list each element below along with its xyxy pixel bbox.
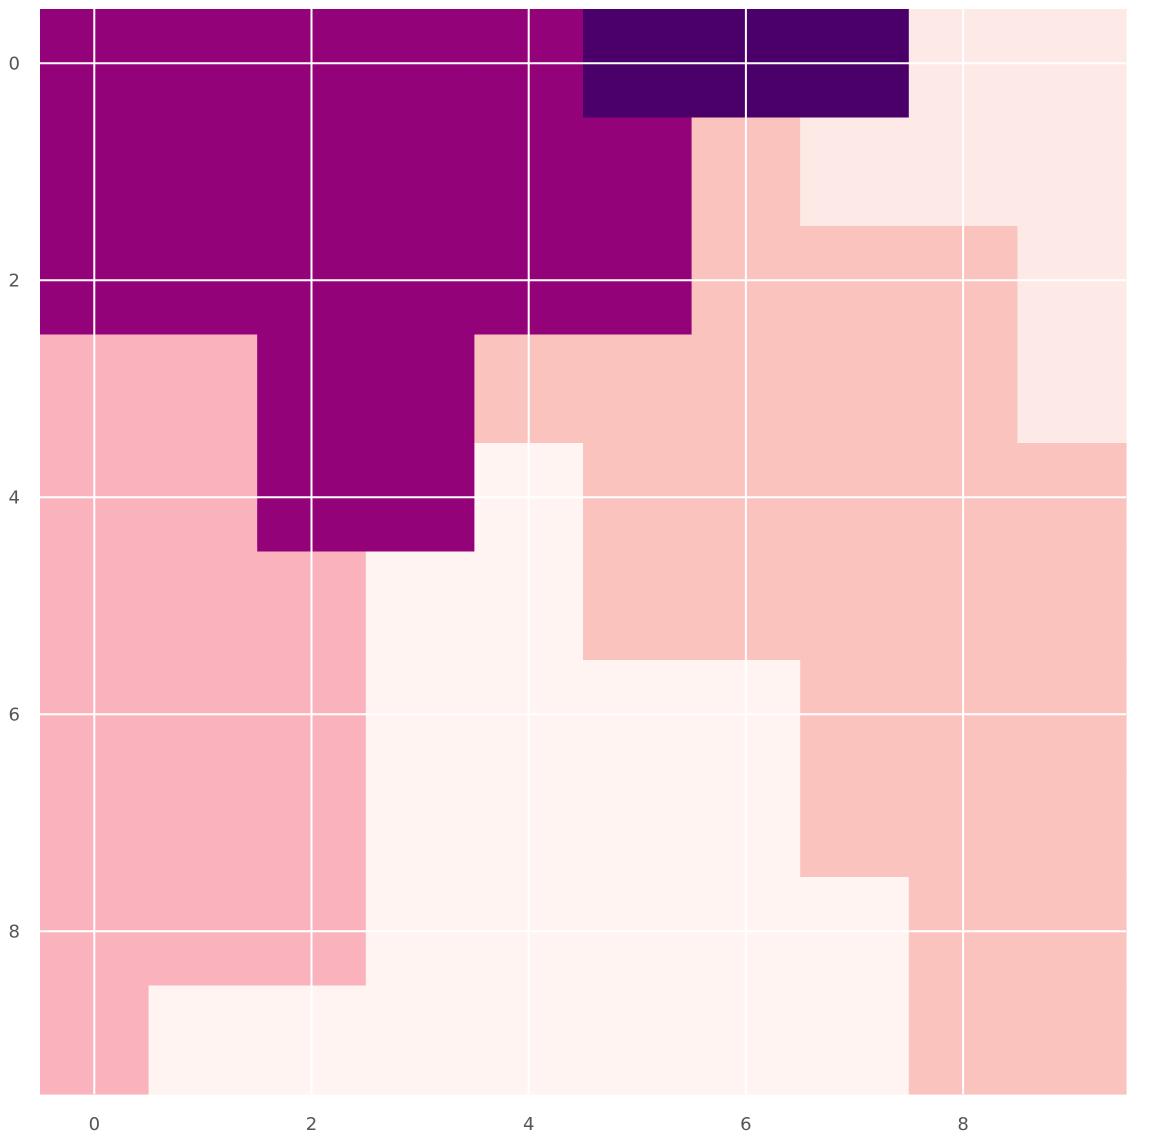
y-tick-label: 0 xyxy=(9,53,20,74)
x-tick-label: 4 xyxy=(523,1114,534,1135)
heatmap-cell xyxy=(148,985,258,1095)
heatmap-cell xyxy=(800,768,910,878)
heatmap-cell xyxy=(1017,551,1127,661)
heatmap-cell xyxy=(365,334,475,444)
x-tick-label: 6 xyxy=(740,1114,751,1135)
heatmap-cell xyxy=(148,117,258,227)
heatmap-cell xyxy=(583,117,693,227)
x-axis-ticks: 0 2 4 6 8 xyxy=(89,1114,969,1135)
heatmap-cell xyxy=(148,334,258,444)
heatmap-cell xyxy=(1017,985,1127,1095)
grid-lines xyxy=(40,9,1126,1094)
heatmap-cell xyxy=(148,551,258,661)
y-axis-ticks: 0 2 4 6 8 xyxy=(9,53,20,942)
heatmap-cell xyxy=(1017,334,1127,444)
heatmap-cell xyxy=(800,334,910,444)
heatmap-cell xyxy=(583,334,693,444)
heatmap-cell xyxy=(1017,768,1127,878)
y-tick-label: 8 xyxy=(9,921,20,942)
heatmap-cell xyxy=(583,985,693,1095)
x-tick-label: 8 xyxy=(957,1114,968,1135)
y-tick-label: 6 xyxy=(9,704,20,725)
heatmap-cell xyxy=(1017,117,1127,227)
y-tick-label: 4 xyxy=(9,487,20,508)
heatmap-cell xyxy=(148,768,258,878)
heatmap-cell xyxy=(800,551,910,661)
heatmap-cell xyxy=(583,551,693,661)
heatmap-cell xyxy=(365,551,475,661)
x-tick-label: 2 xyxy=(306,1114,317,1135)
heatmap-cell xyxy=(583,768,693,878)
heatmap-cell xyxy=(365,768,475,878)
heatmap-cell xyxy=(365,117,475,227)
heatmap-cell xyxy=(365,985,475,1095)
heatmap-cell xyxy=(800,985,910,1095)
heatmap-cell xyxy=(800,117,910,227)
x-tick-label: 0 xyxy=(89,1114,100,1135)
y-tick-label: 2 xyxy=(9,270,20,291)
